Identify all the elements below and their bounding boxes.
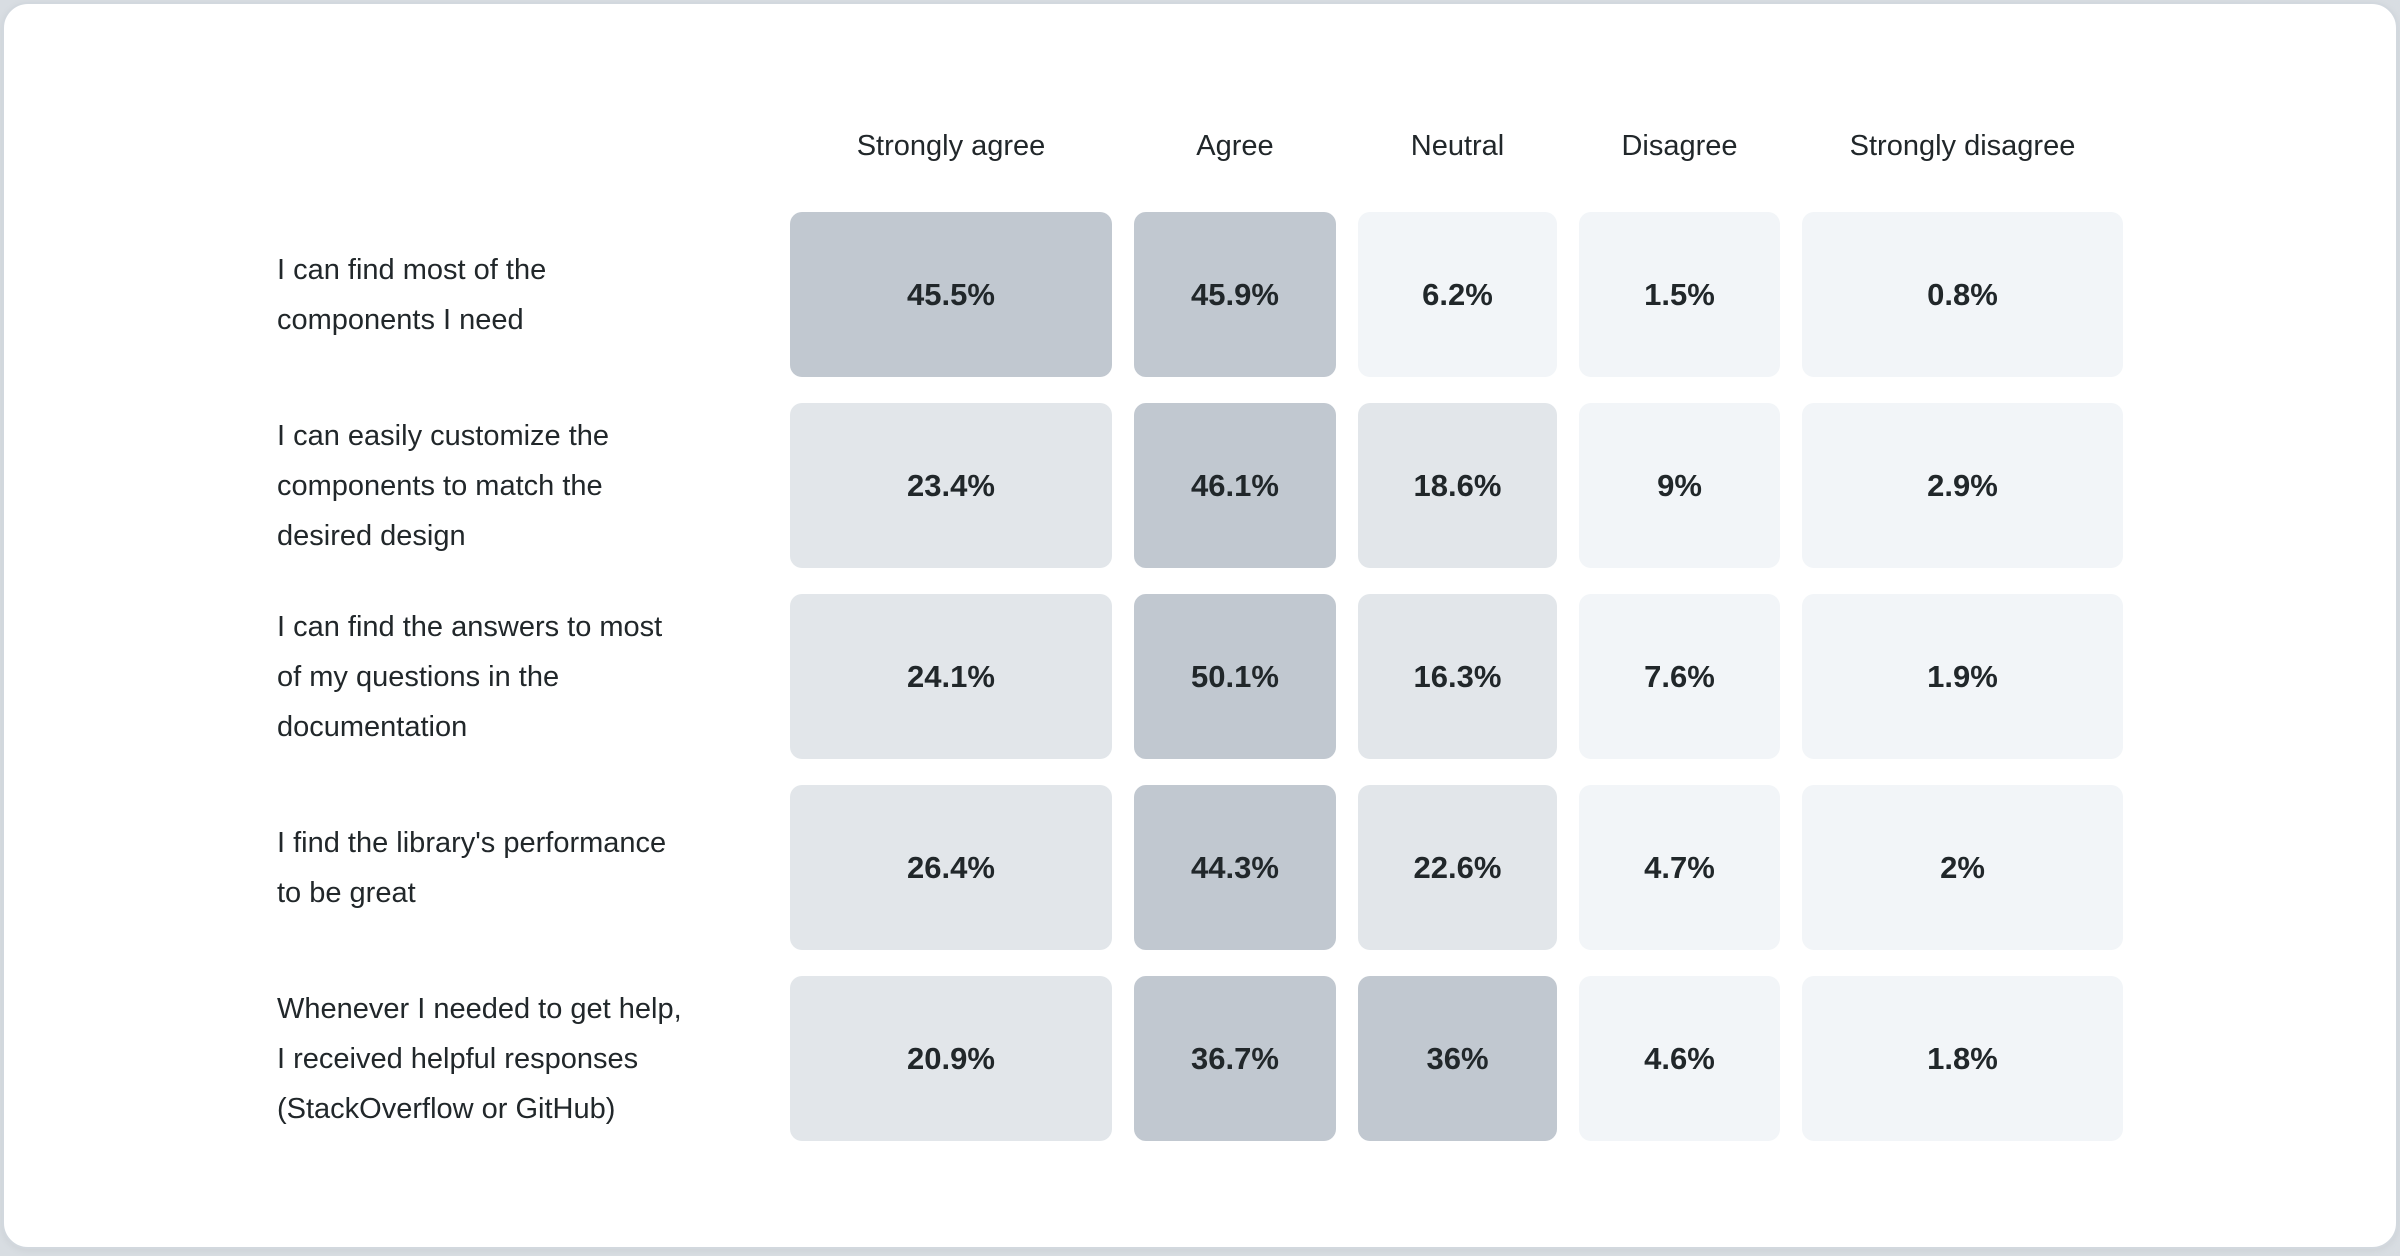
heatmap-cell: 18.6% <box>1358 403 1557 568</box>
row-label: Whenever I needed to get help, I receive… <box>277 992 682 1125</box>
heatmap-cell: 23.4% <box>790 403 1112 568</box>
heatmap-cell: 36% <box>1358 976 1557 1141</box>
heatmap-cell: 1.8% <box>1802 976 2123 1141</box>
heatmap-cell: 4.6% <box>1579 976 1780 1141</box>
heatmap-cell: 0.8% <box>1802 212 2123 377</box>
heatmap-cell: 1.9% <box>1802 594 2123 759</box>
heatmap-cell: 2.9% <box>1802 403 2123 568</box>
heatmap-cell: 16.3% <box>1358 594 1557 759</box>
column-header-strongly-agree: Strongly agree <box>856 129 1046 162</box>
row-label: I find the library's performance to be g… <box>277 826 667 909</box>
heatmap-cell: 9% <box>1579 403 1780 568</box>
heatmap-cell: 26.4% <box>790 785 1112 950</box>
heatmap-cell: 24.1% <box>790 594 1112 759</box>
heatmap-cell: 7.6% <box>1579 594 1780 759</box>
column-header-disagree: Disagree <box>1621 129 1738 162</box>
heatmap-cell: 1.5% <box>1579 212 1780 377</box>
likert-heatmap: Strongly agree Agree Neutral Disagree Strong… <box>277 106 2123 1141</box>
row-label: I can easily customize the components to… <box>277 419 610 552</box>
heatmap-cell: 22.6% <box>1358 785 1557 950</box>
heatmap-cell: 36.7% <box>1134 976 1336 1141</box>
column-header-agree: Agree <box>1196 129 1274 162</box>
heatmap-cell: 44.3% <box>1134 785 1336 950</box>
heatmap-cell: 45.5% <box>790 212 1112 377</box>
heatmap-cell: 46.1% <box>1134 403 1336 568</box>
row-label: I can find most of the components I need <box>277 253 547 336</box>
column-header-strongly-disagree: Strongly disagree <box>1849 129 2076 162</box>
corner-spacer <box>277 106 768 186</box>
column-header-neutral: Neutral <box>1410 129 1505 162</box>
heatmap-cell: 50.1% <box>1134 594 1336 759</box>
heatmap-cell: 20.9% <box>790 976 1112 1141</box>
heatmap-cell: 45.9% <box>1134 212 1336 377</box>
row-label: I can find the answers to most of my que… <box>277 610 663 743</box>
heatmap-cell: 2% <box>1802 785 2123 950</box>
heatmap-cell: 6.2% <box>1358 212 1557 377</box>
heatmap-cell: 4.7% <box>1579 785 1780 950</box>
